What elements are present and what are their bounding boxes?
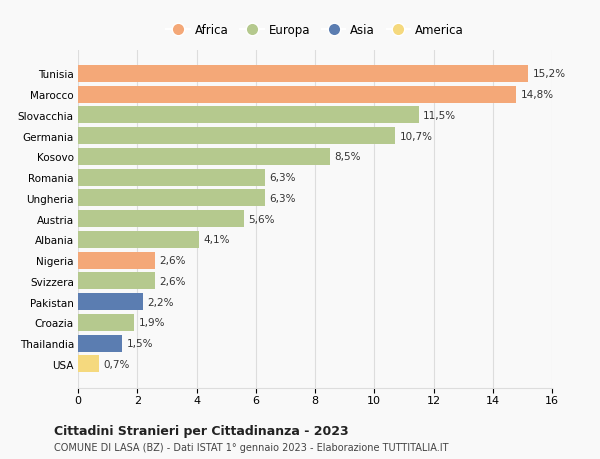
- Bar: [78, 211, 244, 228]
- Text: 2,6%: 2,6%: [160, 276, 186, 286]
- Bar: [78, 86, 517, 103]
- Text: Cittadini Stranieri per Cittadinanza - 2023: Cittadini Stranieri per Cittadinanza - 2…: [54, 425, 349, 437]
- Bar: [78, 314, 134, 331]
- Text: 0,7%: 0,7%: [103, 359, 130, 369]
- Text: 10,7%: 10,7%: [400, 131, 433, 141]
- Text: 2,6%: 2,6%: [160, 256, 186, 266]
- Bar: [78, 169, 265, 186]
- Bar: [78, 335, 122, 352]
- Bar: [78, 293, 143, 310]
- Text: 11,5%: 11,5%: [423, 111, 456, 121]
- Text: 15,2%: 15,2%: [533, 69, 566, 79]
- Bar: [78, 128, 395, 145]
- Text: 2,2%: 2,2%: [148, 297, 174, 307]
- Bar: [78, 356, 99, 373]
- Bar: [78, 273, 155, 290]
- Text: 8,5%: 8,5%: [334, 152, 361, 162]
- Bar: [78, 252, 155, 269]
- Text: 1,9%: 1,9%: [139, 318, 165, 328]
- Bar: [78, 149, 330, 166]
- Text: 1,5%: 1,5%: [127, 338, 154, 348]
- Text: 6,3%: 6,3%: [269, 173, 296, 183]
- Legend: Africa, Europa, Asia, America: Africa, Europa, Asia, America: [161, 19, 469, 42]
- Text: 4,1%: 4,1%: [204, 235, 230, 245]
- Text: 14,8%: 14,8%: [521, 90, 554, 100]
- Text: 6,3%: 6,3%: [269, 194, 296, 203]
- Text: 5,6%: 5,6%: [248, 214, 275, 224]
- Bar: [78, 190, 265, 207]
- Bar: [78, 66, 528, 83]
- Bar: [78, 231, 199, 248]
- Bar: [78, 107, 419, 124]
- Text: COMUNE DI LASA (BZ) - Dati ISTAT 1° gennaio 2023 - Elaborazione TUTTITALIA.IT: COMUNE DI LASA (BZ) - Dati ISTAT 1° genn…: [54, 442, 449, 452]
